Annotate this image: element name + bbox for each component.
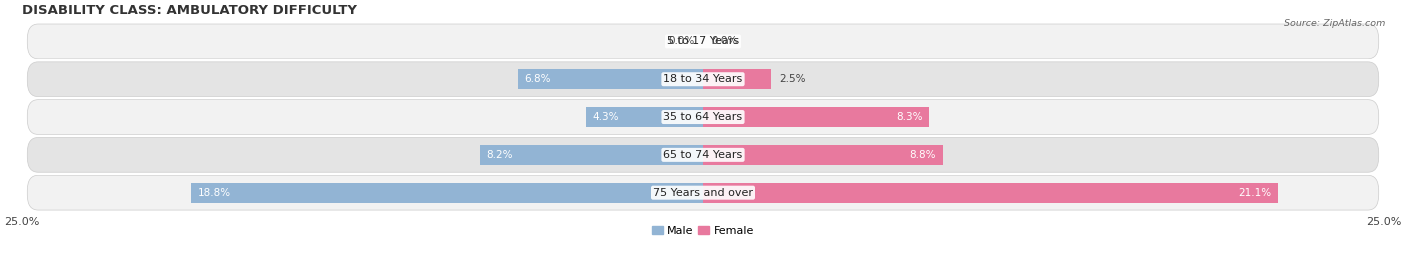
Bar bbox=[703, 145, 943, 165]
Bar bbox=[586, 107, 703, 127]
Legend: Male, Female: Male, Female bbox=[647, 221, 759, 240]
Text: 5 to 17 Years: 5 to 17 Years bbox=[666, 36, 740, 47]
Text: Source: ZipAtlas.com: Source: ZipAtlas.com bbox=[1284, 19, 1385, 28]
Text: 2.5%: 2.5% bbox=[779, 74, 806, 84]
Bar bbox=[517, 69, 703, 89]
FancyBboxPatch shape bbox=[27, 24, 1379, 59]
Text: 6.8%: 6.8% bbox=[524, 74, 551, 84]
Text: 18 to 34 Years: 18 to 34 Years bbox=[664, 74, 742, 84]
Text: 21.1%: 21.1% bbox=[1237, 188, 1271, 198]
Text: 18.8%: 18.8% bbox=[198, 188, 231, 198]
Text: 0.0%: 0.0% bbox=[711, 36, 737, 47]
Bar bbox=[703, 69, 770, 89]
FancyBboxPatch shape bbox=[27, 137, 1379, 172]
Text: 4.3%: 4.3% bbox=[593, 112, 619, 122]
FancyBboxPatch shape bbox=[27, 175, 1379, 210]
Text: 8.3%: 8.3% bbox=[896, 112, 922, 122]
FancyBboxPatch shape bbox=[27, 100, 1379, 134]
Text: 35 to 64 Years: 35 to 64 Years bbox=[664, 112, 742, 122]
Bar bbox=[703, 107, 929, 127]
Text: DISABILITY CLASS: AMBULATORY DIFFICULTY: DISABILITY CLASS: AMBULATORY DIFFICULTY bbox=[22, 4, 357, 17]
FancyBboxPatch shape bbox=[27, 62, 1379, 97]
Text: 75 Years and over: 75 Years and over bbox=[652, 188, 754, 198]
Bar bbox=[703, 183, 1278, 203]
Text: 8.2%: 8.2% bbox=[486, 150, 513, 160]
Bar bbox=[191, 183, 703, 203]
Text: 0.0%: 0.0% bbox=[669, 36, 695, 47]
Text: 65 to 74 Years: 65 to 74 Years bbox=[664, 150, 742, 160]
Bar bbox=[479, 145, 703, 165]
Text: 8.8%: 8.8% bbox=[910, 150, 936, 160]
